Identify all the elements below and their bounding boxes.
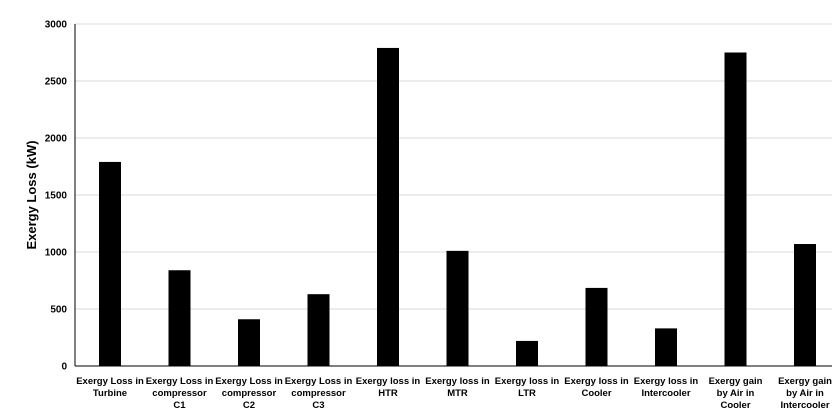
bars bbox=[99, 47, 816, 366]
y-tick-label: 1500 bbox=[45, 191, 68, 202]
x-category-label-line: Intercooler bbox=[641, 388, 690, 399]
bar-3 bbox=[238, 319, 260, 366]
bar-7 bbox=[516, 340, 538, 366]
y-tick-label: 2500 bbox=[45, 77, 68, 88]
x-category-label-line: Exergy loss in bbox=[356, 376, 421, 387]
bar-10 bbox=[724, 52, 747, 366]
x-category-label-line: C1 bbox=[173, 400, 186, 411]
x-category-label-line: Exergy loss in bbox=[495, 376, 560, 387]
bar-5 bbox=[377, 47, 399, 366]
bar-11 bbox=[794, 244, 816, 366]
y-tick-label: 1000 bbox=[45, 248, 68, 259]
x-category-label-line: Exergy gain bbox=[778, 376, 832, 387]
x-category-label-line: MTR bbox=[447, 388, 468, 399]
bar-2 bbox=[168, 270, 191, 366]
x-category-label-line: Exergy Loss in bbox=[146, 376, 214, 387]
x-category-label-line: C3 bbox=[312, 400, 324, 411]
x-category-label-line: Exergy loss in bbox=[425, 376, 490, 387]
bar-6 bbox=[446, 250, 469, 366]
x-category-label-line: compressor bbox=[291, 388, 346, 399]
y-tick-labels: 0 500 1000 1500 2000 2500 3000 bbox=[45, 20, 68, 373]
x-category-label-line: Exergy gain bbox=[709, 376, 763, 387]
x-category-label-line: C2 bbox=[243, 400, 255, 411]
x-category-label-line: Exergy loss in bbox=[634, 376, 699, 387]
x-category-label-line: LTR bbox=[518, 388, 536, 399]
x-category-label-line: compressor bbox=[152, 388, 207, 399]
bar-9 bbox=[655, 328, 677, 366]
gridlines bbox=[75, 23, 832, 310]
bar-8 bbox=[585, 287, 608, 366]
y-tick-label: 2000 bbox=[45, 134, 68, 145]
x-category-label-line: HTR bbox=[378, 388, 398, 399]
x-category-label-line: Cooler bbox=[581, 388, 611, 399]
bar-4 bbox=[307, 294, 330, 366]
x-category-label-line: Intercooler bbox=[780, 400, 829, 411]
x-category-label-line: Exergy Loss in bbox=[215, 376, 283, 387]
x-category-label-line: compressor bbox=[222, 388, 277, 399]
bar-1 bbox=[99, 161, 121, 366]
axes bbox=[74, 24, 832, 367]
x-category-label-line: Exergy Loss in bbox=[285, 376, 353, 387]
x-category-label-line: Exergy loss in bbox=[564, 376, 629, 387]
y-tick-label: 0 bbox=[61, 362, 67, 373]
x-category-label-line: Turbine bbox=[93, 388, 127, 399]
y-tick-label: 500 bbox=[50, 305, 67, 316]
x-category-label-line: Cooler bbox=[720, 400, 750, 411]
x-category-label-line: Exergy Loss in bbox=[76, 376, 144, 387]
x-category-label-line: by Air in bbox=[786, 388, 824, 399]
y-axis-label: Exergy Loss (kW) bbox=[24, 140, 39, 249]
x-category-label-line: by Air in bbox=[717, 388, 755, 399]
y-tick-label: 3000 bbox=[45, 20, 68, 31]
